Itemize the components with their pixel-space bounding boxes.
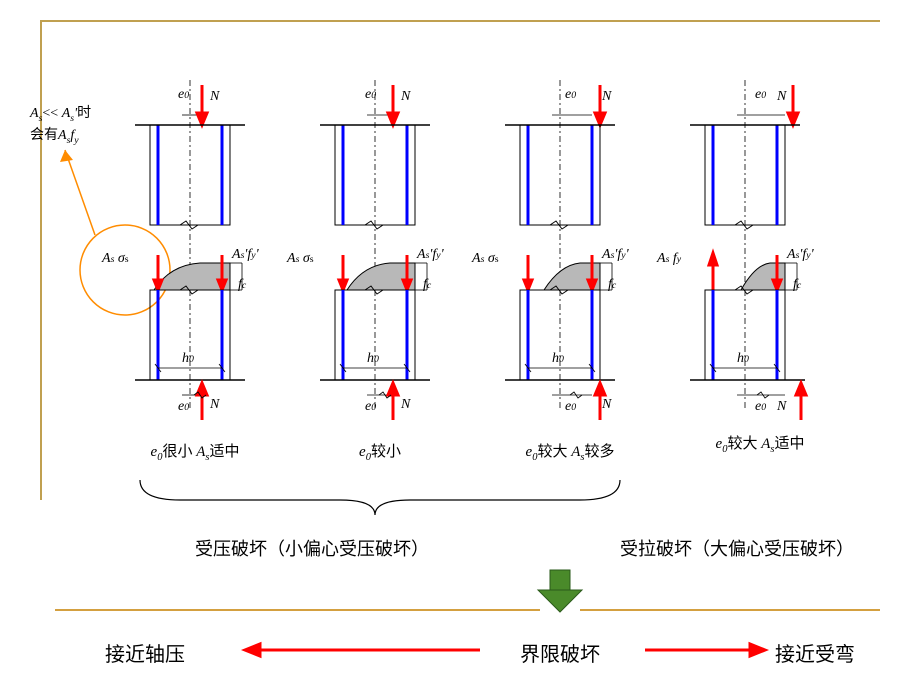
column-group-4: e0 N As fy As'fy' fc h0 e0 N bbox=[656, 80, 815, 420]
svg-text:N: N bbox=[601, 397, 612, 412]
svg-text:e0: e0 bbox=[178, 399, 189, 414]
svg-text:As'fy': As'fy' bbox=[416, 247, 445, 262]
svg-text:h0: h0 bbox=[182, 351, 194, 366]
highlight-arrowhead bbox=[60, 150, 73, 162]
svg-text:As σs: As σs bbox=[286, 251, 314, 266]
svg-text:e0: e0 bbox=[565, 399, 576, 414]
svg-text:e0: e0 bbox=[755, 87, 766, 102]
column-group-3: e0 N As σs As'fy' fc h0 e0 N bbox=[471, 80, 630, 420]
column-group-2: e0 N As σs As'fy' fc h0 e0 N bbox=[286, 80, 445, 420]
tension-failure-label: 受拉破坏（大偏心受压破坏） bbox=[620, 535, 854, 561]
compression-failure-label: 受压破坏（小偏心受压破坏） bbox=[195, 535, 429, 561]
svg-text:As σs: As σs bbox=[101, 251, 129, 266]
column-group-1: e0 N As σs As'fy' fc bbox=[101, 80, 260, 420]
svg-text:N: N bbox=[400, 397, 411, 412]
svg-text:h0: h0 bbox=[737, 351, 749, 366]
highlight-arrow-line bbox=[65, 150, 95, 235]
green-arrow-icon bbox=[538, 570, 582, 612]
svg-text:N: N bbox=[209, 89, 220, 104]
caption-1: e0很小 As适中 bbox=[120, 440, 270, 463]
svg-text:As fy: As fy bbox=[656, 251, 682, 266]
svg-text:e0: e0 bbox=[365, 87, 376, 102]
svg-text:As'fy': As'fy' bbox=[231, 247, 260, 262]
svg-text:h0: h0 bbox=[552, 351, 564, 366]
svg-text:As'fy': As'fy' bbox=[601, 247, 630, 262]
svg-text:e0: e0 bbox=[365, 399, 376, 414]
svg-text:N: N bbox=[601, 89, 612, 104]
svg-text:N: N bbox=[400, 89, 411, 104]
bottom-right-text: 接近受弯 bbox=[775, 638, 855, 667]
svg-text:As σs: As σs bbox=[471, 251, 499, 266]
bottom-center-text: 界限破坏 bbox=[520, 638, 600, 667]
svg-text:As'fy': As'fy' bbox=[786, 247, 815, 262]
caption-2: e0较小 bbox=[320, 440, 440, 463]
svg-text:N: N bbox=[776, 89, 787, 104]
svg-text:N: N bbox=[209, 397, 220, 412]
caption-3: e0较大 As较多 bbox=[490, 440, 650, 463]
bottom-left-text: 接近轴压 bbox=[105, 638, 185, 667]
svg-text:h0: h0 bbox=[367, 351, 379, 366]
svg-text:e0: e0 bbox=[755, 399, 766, 414]
svg-text:N: N bbox=[776, 399, 787, 414]
caption-4: e0较大 As适中 bbox=[680, 432, 840, 455]
curly-brace bbox=[140, 480, 620, 515]
main-diagram: e0 N As σs As'fy' fc bbox=[0, 0, 920, 690]
svg-text:e0: e0 bbox=[565, 87, 576, 102]
svg-text:e0: e0 bbox=[178, 87, 189, 102]
